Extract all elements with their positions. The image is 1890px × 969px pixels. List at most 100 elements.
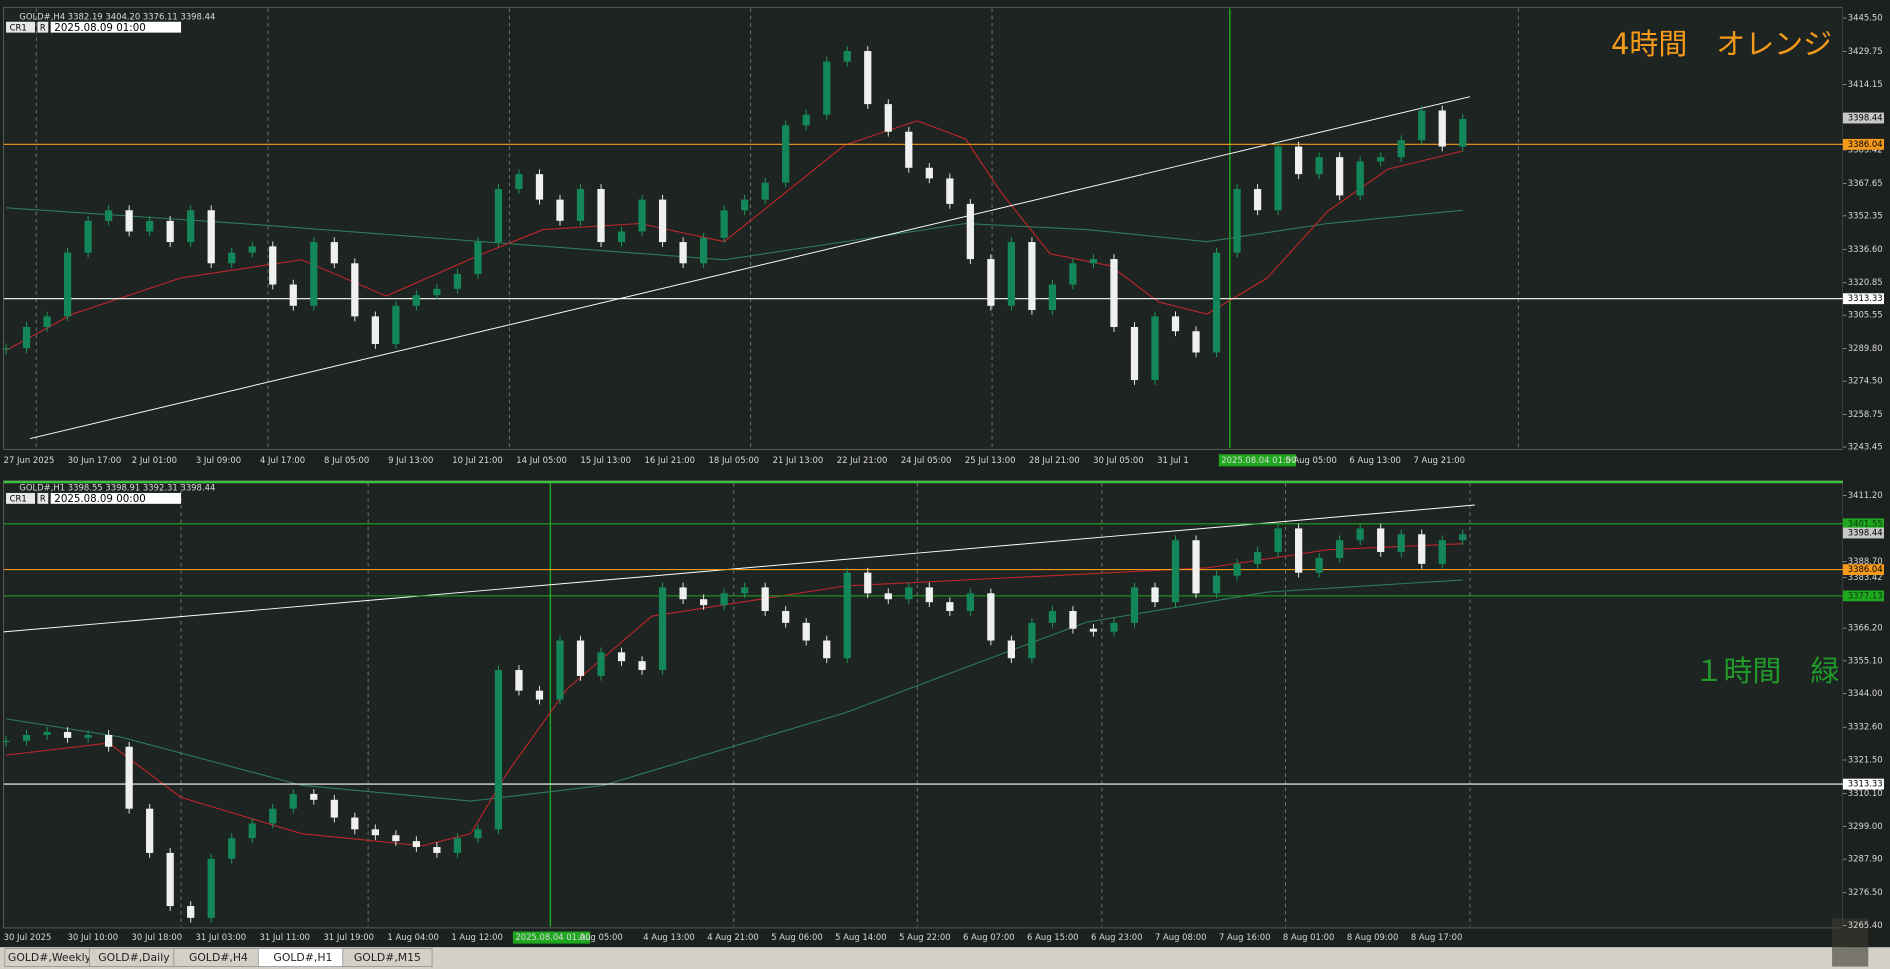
tab[interactable] [342, 948, 433, 967]
x-tick-label: 30 Jul 05:00 [1093, 455, 1144, 465]
y-tick-label: 3445.50 [1848, 13, 1883, 23]
candle [22, 326, 31, 349]
candle [392, 305, 400, 344]
candle [412, 841, 420, 848]
x-tick-label: 3 Jul 09:00 [196, 455, 241, 465]
y-tick-label: 3332.60 [1848, 722, 1883, 732]
ma-fast [5, 120, 1463, 351]
x-tick-label: 2025.08.04 01:00 [1221, 455, 1296, 465]
candle [1069, 611, 1077, 629]
candle [1418, 534, 1426, 564]
r-label: R [40, 22, 46, 32]
candle [1089, 259, 1098, 264]
y-tick-label: 3305.55 [1848, 310, 1883, 320]
x-tick-label: 30 Jul 10:00 [68, 932, 119, 942]
candle [658, 199, 667, 243]
candle [576, 189, 585, 221]
candle [248, 823, 256, 839]
candle [166, 852, 174, 907]
tab-label[interactable]: GOLD#,H1 [273, 951, 332, 964]
candle [1336, 540, 1344, 558]
candle [330, 799, 338, 818]
candle [1397, 534, 1405, 553]
x-tick-label: 6 Aug 15:00 [1027, 932, 1079, 942]
x-tick-label: 7 Aug 21:00 [1414, 455, 1466, 465]
trendline [3, 504, 1475, 633]
candle [1233, 563, 1241, 576]
candle [474, 829, 482, 839]
green-level-tag [1842, 518, 1884, 530]
candle [125, 746, 133, 809]
candle [105, 734, 113, 747]
candle [1007, 640, 1015, 659]
annotation: 4時間 オレンジ [1611, 27, 1832, 61]
tab-label[interactable]: GOLD#,Weekly [8, 951, 92, 964]
candle [1212, 252, 1221, 353]
candle [802, 114, 810, 126]
candle [412, 295, 420, 306]
r-box [37, 21, 49, 33]
x-tick-label: 1 Aug 04:00 [387, 932, 439, 942]
y-tick-label: 3367.65 [1848, 178, 1883, 188]
marker-time-box [1218, 454, 1297, 467]
candle [946, 602, 954, 612]
current-price-tag [1842, 112, 1884, 124]
candle [905, 587, 913, 600]
ma-fast [5, 543, 1463, 847]
y-tick-label: 3310.10 [1848, 788, 1883, 798]
candle [1048, 284, 1057, 311]
x-tick-label: 5 Aug 14:00 [835, 932, 887, 942]
candle [638, 661, 646, 671]
time-box [50, 21, 182, 33]
x-tick-label: 14 Jul 05:00 [516, 455, 567, 465]
y-tick-label: 3243.45 [1848, 442, 1883, 452]
x-tick-label: 30 Jun 17:00 [68, 455, 122, 465]
r-box [37, 492, 49, 504]
green-level-tag [1842, 590, 1884, 602]
candle [43, 731, 51, 735]
candle [1295, 528, 1303, 573]
candle [207, 858, 215, 918]
x-tick-label: 28 Jul 21:00 [1029, 455, 1080, 465]
candle [700, 599, 708, 606]
candle [228, 252, 236, 264]
candle [1253, 189, 1262, 211]
x-tick-label: 22 Jul 21:00 [837, 455, 888, 465]
tab-label[interactable]: GOLD#,H4 [189, 951, 248, 964]
candle [105, 210, 113, 221]
candle [22, 734, 31, 741]
candle [187, 210, 195, 243]
tab-label[interactable]: GOLD#,M15 [354, 951, 421, 964]
candle [351, 817, 359, 830]
candle [1110, 622, 1118, 632]
candle [1151, 587, 1159, 603]
current-price-tag [1842, 527, 1884, 539]
candle [1192, 540, 1200, 594]
time-label: 2025.08.09 00:00 [54, 493, 145, 505]
time-box [50, 492, 182, 504]
candle [2, 348, 10, 350]
candle [1274, 146, 1282, 211]
candle [720, 210, 728, 238]
y-tick-label: 3336.60 [1848, 244, 1883, 254]
candle [761, 182, 769, 200]
orange-level-tag [1842, 564, 1884, 576]
candle [597, 189, 605, 243]
candle [1028, 622, 1036, 659]
x-tick-label: Aug 05:00 [579, 932, 622, 942]
candle [1007, 242, 1015, 306]
candle [782, 125, 790, 183]
y-tick-label: 3321.50 [1848, 754, 1883, 764]
orange-level-tag-label: 3386.04 [1848, 139, 1883, 149]
x-tick-label: 24 Jul 05:00 [901, 455, 952, 465]
x-tick-label: 6 Aug 13:00 [1349, 455, 1401, 465]
candle [289, 793, 297, 809]
x-tick-label: 8 Jul 05:00 [324, 455, 369, 465]
candle [330, 242, 338, 264]
candle [1356, 528, 1364, 541]
y-tick-label: 3274.50 [1848, 376, 1883, 386]
y-tick-label: 3429.75 [1848, 46, 1883, 56]
x-tick-label: 7 Aug 08:00 [1155, 932, 1207, 942]
tab-label[interactable]: GOLD#,Daily [98, 951, 170, 964]
